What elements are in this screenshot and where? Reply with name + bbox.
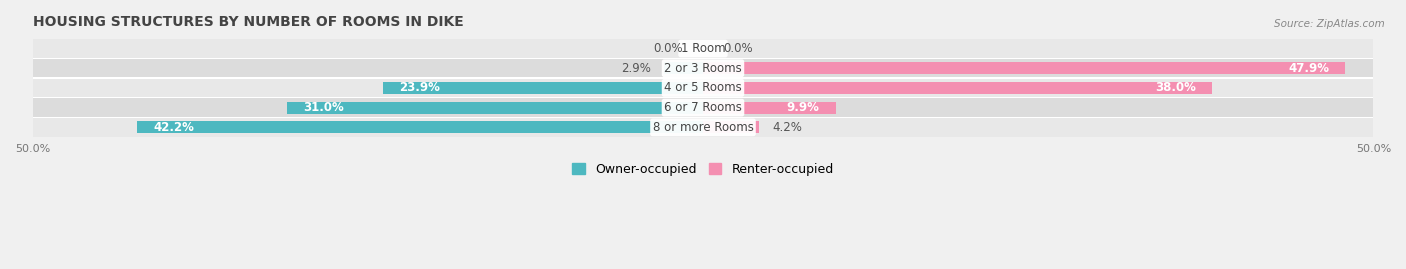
- Text: 6 or 7 Rooms: 6 or 7 Rooms: [664, 101, 742, 114]
- Text: 38.0%: 38.0%: [1156, 82, 1197, 94]
- Text: 0.0%: 0.0%: [654, 42, 683, 55]
- Bar: [703, 62, 1346, 74]
- Bar: [32, 118, 1374, 137]
- Text: 31.0%: 31.0%: [304, 101, 344, 114]
- Bar: [32, 39, 1374, 58]
- Bar: [138, 121, 703, 133]
- Text: 0.0%: 0.0%: [723, 42, 752, 55]
- Bar: [664, 62, 703, 74]
- Bar: [32, 79, 1374, 97]
- Text: 42.2%: 42.2%: [153, 121, 194, 134]
- Legend: Owner-occupied, Renter-occupied: Owner-occupied, Renter-occupied: [568, 158, 838, 181]
- Text: 2.9%: 2.9%: [621, 62, 651, 75]
- Bar: [32, 59, 1374, 77]
- Text: 4.2%: 4.2%: [773, 121, 803, 134]
- Bar: [703, 121, 759, 133]
- Bar: [703, 82, 1212, 94]
- Text: 1 Room: 1 Room: [681, 42, 725, 55]
- Text: HOUSING STRUCTURES BY NUMBER OF ROOMS IN DIKE: HOUSING STRUCTURES BY NUMBER OF ROOMS IN…: [32, 15, 464, 29]
- Text: 47.9%: 47.9%: [1288, 62, 1329, 75]
- Bar: [32, 98, 1374, 117]
- Text: 2 or 3 Rooms: 2 or 3 Rooms: [664, 62, 742, 75]
- Bar: [287, 101, 703, 114]
- Text: 9.9%: 9.9%: [787, 101, 820, 114]
- Text: 8 or more Rooms: 8 or more Rooms: [652, 121, 754, 134]
- Bar: [382, 82, 703, 94]
- Text: 23.9%: 23.9%: [399, 82, 440, 94]
- Bar: [703, 101, 835, 114]
- Text: Source: ZipAtlas.com: Source: ZipAtlas.com: [1274, 19, 1385, 29]
- Text: 4 or 5 Rooms: 4 or 5 Rooms: [664, 82, 742, 94]
